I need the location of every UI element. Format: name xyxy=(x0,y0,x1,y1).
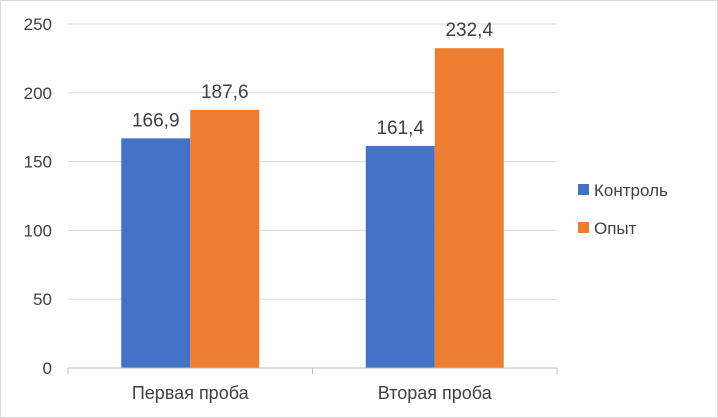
bar xyxy=(365,145,435,368)
data-label: 187,6 xyxy=(201,82,249,103)
y-tick-label: 100 xyxy=(24,221,52,240)
data-label: 161,4 xyxy=(376,118,424,139)
bars xyxy=(121,48,504,369)
y-axis-ticks: 0 50 100 150 200 250 xyxy=(24,15,52,378)
x-category-label: Вторая проба xyxy=(378,383,493,403)
legend-label: Опыт xyxy=(594,219,637,238)
bar xyxy=(190,109,260,368)
y-tick-label: 250 xyxy=(24,15,52,34)
legend-swatch xyxy=(578,184,589,195)
bar xyxy=(434,48,504,369)
data-label: 166,9 xyxy=(132,110,180,131)
legend-swatch xyxy=(578,222,589,233)
y-tick-label: 200 xyxy=(24,84,52,103)
legend-label: Контроль xyxy=(594,181,668,200)
y-tick-label: 150 xyxy=(24,153,52,172)
bar xyxy=(121,138,191,368)
data-label: 232,4 xyxy=(445,20,493,41)
y-tick-label: 0 xyxy=(43,359,52,378)
data-labels: 166,9 187,6 161,4 232,4 xyxy=(132,20,493,139)
y-tick-label: 50 xyxy=(33,290,52,309)
x-category-label: Первая проба xyxy=(132,383,250,403)
x-axis: Первая проба Вторая проба xyxy=(67,367,558,403)
legend: Контроль Опыт xyxy=(578,181,668,238)
